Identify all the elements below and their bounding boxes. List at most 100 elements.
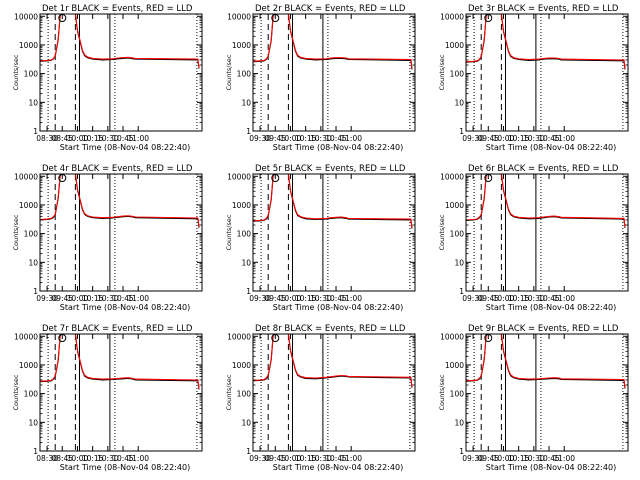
x-tick-label: 10:45 — [538, 294, 560, 303]
panel-title: Det 1r BLACK = Events, RED = LLD — [42, 4, 193, 14]
x-tick-label: 10:15 — [82, 294, 104, 303]
x-tick-label: 11:00 — [340, 294, 362, 303]
events-series — [465, 173, 626, 228]
y-tick-label: 1 — [33, 447, 38, 456]
time-markers — [473, 14, 624, 131]
x-axis-label: Start Time (08-Nov-04 08:22:40) — [273, 303, 403, 312]
y-tick-label: 1000 — [445, 41, 464, 50]
y-tick-label: 10000 — [440, 332, 464, 341]
x-tick-label: 10:30 — [523, 134, 545, 143]
y-axis-label: Counts/sec — [438, 374, 446, 410]
y-axis-label: Counts/sec — [438, 54, 446, 90]
y-tick-label: 1 — [246, 287, 251, 296]
x-tick-label: 08:30 — [36, 134, 58, 143]
y-axis-label: Counts/sec — [12, 54, 20, 90]
x-tick-label: 09:45 — [51, 294, 73, 303]
y-axis-label: Counts/sec — [225, 54, 233, 90]
panel-title: Det 3r BLACK = Events, RED = LLD — [468, 4, 619, 14]
y-tick-label: 10000 — [227, 332, 251, 341]
y-tick-label: 1 — [246, 447, 251, 456]
lld-series — [39, 333, 200, 389]
y-tick-label: 10000 — [14, 12, 38, 21]
y-tick-label: 10 — [28, 418, 38, 427]
x-tick-label: 10:45 — [112, 134, 134, 143]
x-tick-label: 11:00 — [340, 454, 362, 463]
panel-5: 1 10 100 1000 10000 09:3009:4510:0010:1510:30… — [225, 164, 416, 312]
x-tick-label: 10:45 — [325, 294, 347, 303]
x-tick-label: 10:00 — [67, 134, 89, 143]
panel-9: 1 10 100 1000 10000 09:3009:4510:0010:1510:30… — [438, 324, 629, 472]
panel-7: 1 10 100 1000 10000 08:3008:4510:0010:1510:30… — [12, 324, 203, 472]
y-tick-label: 100 — [450, 230, 465, 239]
y-tick-label: 10 — [454, 98, 464, 107]
x-axis-label: Start Time (08-Nov-04 08:22:40) — [60, 143, 190, 152]
x-tick-label: 10:00 — [280, 134, 302, 143]
lld-series — [39, 13, 200, 68]
x-tick-label: 10:30 — [310, 454, 332, 463]
x-axis-label: Start Time (08-Nov-04 08:22:40) — [273, 143, 403, 152]
events-series — [465, 333, 626, 389]
events-series — [252, 13, 413, 70]
x-axis-label: Start Time (08-Nov-04 08:22:40) — [273, 463, 403, 472]
y-tick-label: 10000 — [14, 332, 38, 341]
y-tick-label: 1 — [459, 127, 464, 136]
x-tick-label: 09:30 — [462, 454, 484, 463]
y-tick-label: 10000 — [227, 12, 251, 21]
y-tick-label: 1 — [246, 127, 251, 136]
x-tick-label: 10:00 — [280, 454, 302, 463]
x-tick-label: 10:30 — [310, 134, 332, 143]
y-tick-label: 1 — [33, 287, 38, 296]
y-tick-label: 1 — [459, 447, 464, 456]
panel-title: Det 9r BLACK = Events, RED = LLD — [468, 324, 619, 334]
lld-series — [465, 13, 626, 69]
x-tick-label: 10:30 — [523, 294, 545, 303]
x-tick-label: 09:30 — [249, 294, 271, 303]
panel-title: Det 7r BLACK = Events, RED = LLD — [42, 324, 193, 334]
x-tick-label: 10:30 — [97, 294, 119, 303]
x-tick-label: 11:00 — [127, 134, 149, 143]
lld-series — [252, 13, 413, 69]
y-tick-label: 1 — [33, 127, 38, 136]
x-tick-label: 09:45 — [477, 294, 499, 303]
x-tick-label: 10:00 — [67, 454, 89, 463]
x-tick-label: 08:30 — [36, 454, 58, 463]
x-tick-label: 10:15 — [82, 454, 104, 463]
time-markers — [47, 334, 198, 451]
x-tick-label: 10:45 — [538, 134, 560, 143]
x-tick-label: 10:30 — [310, 294, 332, 303]
panel-8: 1 10 100 1000 10000 09:3009:4510:0010:1510:30… — [225, 324, 416, 472]
y-tick-label: 10 — [241, 418, 251, 427]
x-tick-label: 11:00 — [340, 134, 362, 143]
panel-4: 1 10 100 1000 10000 09:3009:4510:0010:1510:30… — [12, 164, 203, 312]
x-tick-label: 10:45 — [538, 454, 560, 463]
y-axis-label: Counts/sec — [225, 214, 233, 250]
panel-6: 1 10 100 1000 10000 09:3009:4510:0010:1510:30… — [438, 164, 629, 312]
y-tick-label: 1000 — [19, 361, 38, 370]
x-tick-label: 11:00 — [553, 454, 575, 463]
x-axis-label: Start Time (08-Nov-04 08:22:40) — [486, 303, 616, 312]
y-tick-label: 1000 — [19, 201, 38, 210]
y-tick-label: 10 — [28, 258, 38, 267]
y-tick-label: 10 — [28, 98, 38, 107]
x-tick-label: 11:00 — [553, 134, 575, 143]
y-tick-label: 1000 — [232, 201, 251, 210]
x-tick-label: 10:15 — [295, 454, 317, 463]
x-tick-label: 10:00 — [493, 294, 515, 303]
time-markers — [260, 14, 411, 131]
y-tick-label: 10 — [241, 258, 251, 267]
x-axis-label: Start Time (08-Nov-04 08:22:40) — [486, 143, 616, 152]
y-axis-label: Counts/sec — [12, 214, 20, 250]
x-tick-label: 10:15 — [508, 134, 530, 143]
y-axis-label: Counts/sec — [12, 374, 20, 410]
plot-frame — [39, 13, 203, 132]
y-tick-label: 100 — [450, 70, 465, 79]
y-tick-label: 10 — [241, 98, 251, 107]
y-tick-label: 100 — [24, 390, 39, 399]
x-tick-label: 10:30 — [523, 454, 545, 463]
x-tick-label: 09:45 — [264, 294, 286, 303]
events-series — [252, 333, 413, 388]
events-series — [465, 13, 626, 70]
plot-frame — [252, 13, 416, 132]
x-tick-label: 10:45 — [325, 134, 347, 143]
